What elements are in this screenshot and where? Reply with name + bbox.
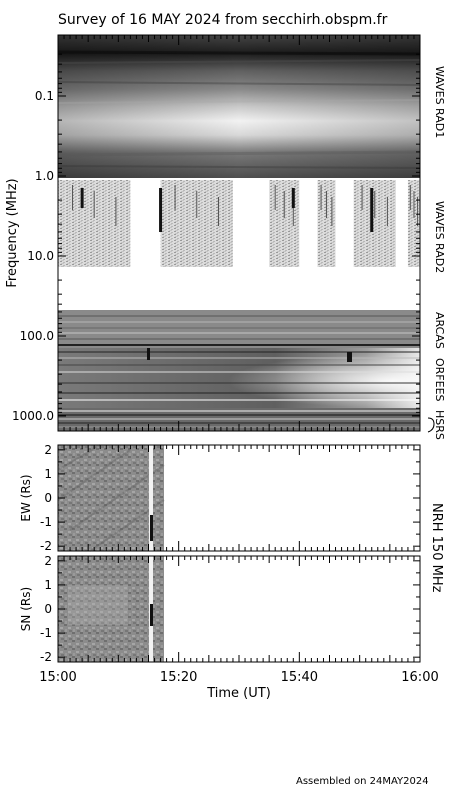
rs-tick-label: -1 [40,626,52,640]
type-iii-burst [370,188,374,232]
ew-axis-label: EW (Rs) [19,474,33,521]
instrument-labels: WAVES RAD1 WAVES RAD2 ARCAS ORFEES HSRS [427,66,446,440]
rs-tick-label: -2 [40,539,52,553]
instrument-label: ARCAS [433,312,446,349]
type-iii-burst [291,188,295,208]
ew-time-ticks [57,445,421,551]
time-tick-label: 15:40 [281,670,318,685]
orfees-lines [58,351,420,401]
rad2-data-segment [317,180,336,267]
waves-rad2-segments [58,180,420,267]
chart-title: Survey of 16 MAY 2024 from secchirh.obsp… [58,12,388,28]
instrument-label: HSRS [433,410,446,440]
nrh-sn-image [58,556,164,662]
freq-tick-label: 1.0 [35,169,54,183]
nrh-ew-image [58,445,164,551]
time-tick-label: 15:20 [160,670,197,685]
rad1-streaks [57,50,421,169]
hsrs-bracket [427,417,435,433]
time-tick-label: 16:00 [401,670,438,685]
rs-tick-label: 0 [44,491,52,505]
time-axis-label: Time (UT) [206,686,271,701]
rs-tick-label: 2 [44,443,52,457]
type-iii-burst [159,188,163,232]
freq-tick-label: 10.0 [27,249,54,263]
rs-tick-label: 1 [44,578,52,592]
ew-axis: 2 1 0 -1 -2 [40,443,420,553]
rs-tick-label: -2 [40,650,52,664]
freq-tick-label: 1000.0 [12,409,54,423]
instrument-label: WAVES RAD1 [433,66,446,138]
rs-tick-label: 2 [44,554,52,568]
nrh-sn-panel: 2 1 0 -1 -2 SN (Rs) [19,554,421,664]
instrument-label: WAVES RAD2 [433,201,446,273]
freq-tick-label: 0.1 [35,89,54,103]
freq-tick-label: 100.0 [20,329,54,343]
type-iii-burst [80,188,84,208]
nrh-ew-panel: 2 1 0 -1 -2 EW (Rs) [19,443,421,553]
instrument-label: ORFEES [433,358,446,402]
arcas-lines [58,315,420,346]
sn-axis: 2 1 0 -1 -2 [40,554,420,664]
nrh-instrument-label: NRH 150 MHz [429,503,444,593]
spectrogram-panel: 0.1 1.0 10.0 100.0 1000.0 [12,34,421,432]
time-tick-label: 15:00 [39,670,76,685]
hsrs-lines [58,410,420,428]
rs-tick-label: -1 [40,515,52,529]
frequency-axis: 0.1 1.0 10.0 100.0 1000.0 [12,53,420,423]
rad2-data-segment [407,180,420,267]
rs-tick-label: 0 [44,602,52,616]
spectrogram-time-ticks [57,35,421,431]
sn-time-ticks [57,556,421,662]
rs-tick-label: 1 [44,467,52,481]
frequency-axis-label: Frequency (MHz) [5,178,20,287]
time-axis-labels: 15:00 15:20 15:40 16:00 [39,670,438,685]
assembled-note: Assembled on 24MAY2024 [296,776,429,787]
sn-axis-label: SN (Rs) [19,587,33,631]
